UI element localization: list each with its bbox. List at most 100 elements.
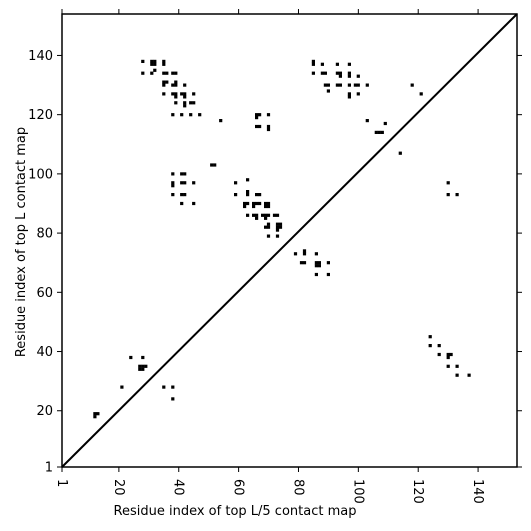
contact-point <box>338 74 342 78</box>
contact-point <box>335 62 339 66</box>
contact-point <box>162 92 166 96</box>
contact-point <box>347 92 351 96</box>
contact-points-layer <box>93 59 471 419</box>
y-tick-label: 100 <box>28 167 53 182</box>
contact-point <box>326 272 330 277</box>
contact-point <box>171 385 175 389</box>
contact-point <box>347 71 351 75</box>
contact-point <box>264 204 268 209</box>
x-tick-label: 80 <box>290 479 305 496</box>
contact-point <box>314 252 318 256</box>
contact-point <box>174 83 178 87</box>
contact-point <box>255 124 259 129</box>
contact-point <box>171 181 175 185</box>
x-tick-label: 1 <box>54 479 69 487</box>
contact-point <box>213 163 217 167</box>
contact-point <box>252 201 256 206</box>
contact-point <box>180 113 184 117</box>
contact-point <box>243 204 247 209</box>
contact-point <box>192 101 196 105</box>
contact-point <box>138 364 142 368</box>
contact-point <box>347 95 351 99</box>
contact-point <box>437 352 441 357</box>
y-tick-label: 1 <box>45 461 53 476</box>
contact-point <box>261 213 265 217</box>
contact-point <box>374 130 378 134</box>
contact-point <box>180 92 184 96</box>
contact-point <box>437 344 441 348</box>
contact-point <box>246 201 250 206</box>
contact-point <box>275 228 280 232</box>
contact-point <box>302 252 307 256</box>
contact-point <box>234 181 238 185</box>
contact-point <box>192 181 196 185</box>
contact-point <box>335 71 339 75</box>
diagonal-line <box>61 13 518 468</box>
contact-point <box>183 83 187 87</box>
contact-point <box>446 364 450 368</box>
contact-point <box>258 193 262 197</box>
contact-point <box>96 412 100 416</box>
contact-point <box>467 373 471 377</box>
contact-point <box>174 71 178 75</box>
contact-point <box>320 71 324 75</box>
contact-point <box>299 261 304 265</box>
contact-point <box>323 71 327 75</box>
contact-point <box>183 104 187 108</box>
contact-point <box>183 92 187 96</box>
contact-point <box>455 373 459 377</box>
contact-point <box>335 83 339 87</box>
contact-point <box>320 62 324 66</box>
contact-point <box>174 95 178 99</box>
contact-point <box>275 234 280 238</box>
contact-point <box>264 225 268 229</box>
contact-point <box>141 71 145 75</box>
contact-point <box>311 59 315 63</box>
contact-point <box>153 68 157 72</box>
x-axis-label: Residue index of top L/5 contact map <box>114 504 357 519</box>
contact-point <box>93 412 97 416</box>
contact-point <box>255 201 259 206</box>
contact-point <box>356 83 360 87</box>
contact-point <box>419 92 423 96</box>
x-tick-label: 40 <box>171 479 186 496</box>
contact-point <box>264 213 268 217</box>
x-axis-ticks: 1 20 40 60 80 100 120 140 <box>54 9 485 504</box>
contact-point <box>446 181 450 185</box>
contact-point <box>365 83 369 87</box>
contact-point <box>446 352 450 357</box>
contact-point <box>356 74 360 78</box>
contact-point <box>183 181 187 185</box>
y-tick-label: 80 <box>36 227 53 242</box>
contact-point <box>338 71 342 75</box>
contact-point <box>255 113 259 117</box>
contact-point <box>246 193 250 197</box>
y-tick-label: 20 <box>36 404 53 419</box>
contact-point <box>129 355 133 360</box>
y-tick-label: 60 <box>36 286 53 301</box>
contact-point <box>183 101 187 105</box>
plot-frame <box>61 13 518 468</box>
contact-point <box>246 213 250 217</box>
contact-point <box>326 89 330 93</box>
contact-point <box>180 172 184 176</box>
contact-point <box>120 385 124 389</box>
contact-point <box>446 193 450 197</box>
x-tick-label: 20 <box>111 479 126 496</box>
contact-point <box>246 190 250 194</box>
x-tick-label: 60 <box>231 479 246 496</box>
contact-point <box>150 59 154 63</box>
contact-point <box>246 178 250 182</box>
contact-point <box>174 92 178 96</box>
contact-point <box>189 113 193 117</box>
contact-point <box>302 249 307 253</box>
contact-point <box>162 59 166 63</box>
contact-point <box>255 213 259 217</box>
contact-point <box>165 80 169 84</box>
contact-point <box>353 83 357 87</box>
contact-point <box>302 261 307 265</box>
contact-point <box>266 127 271 132</box>
contact-point <box>272 213 277 217</box>
contact-point <box>141 355 145 360</box>
